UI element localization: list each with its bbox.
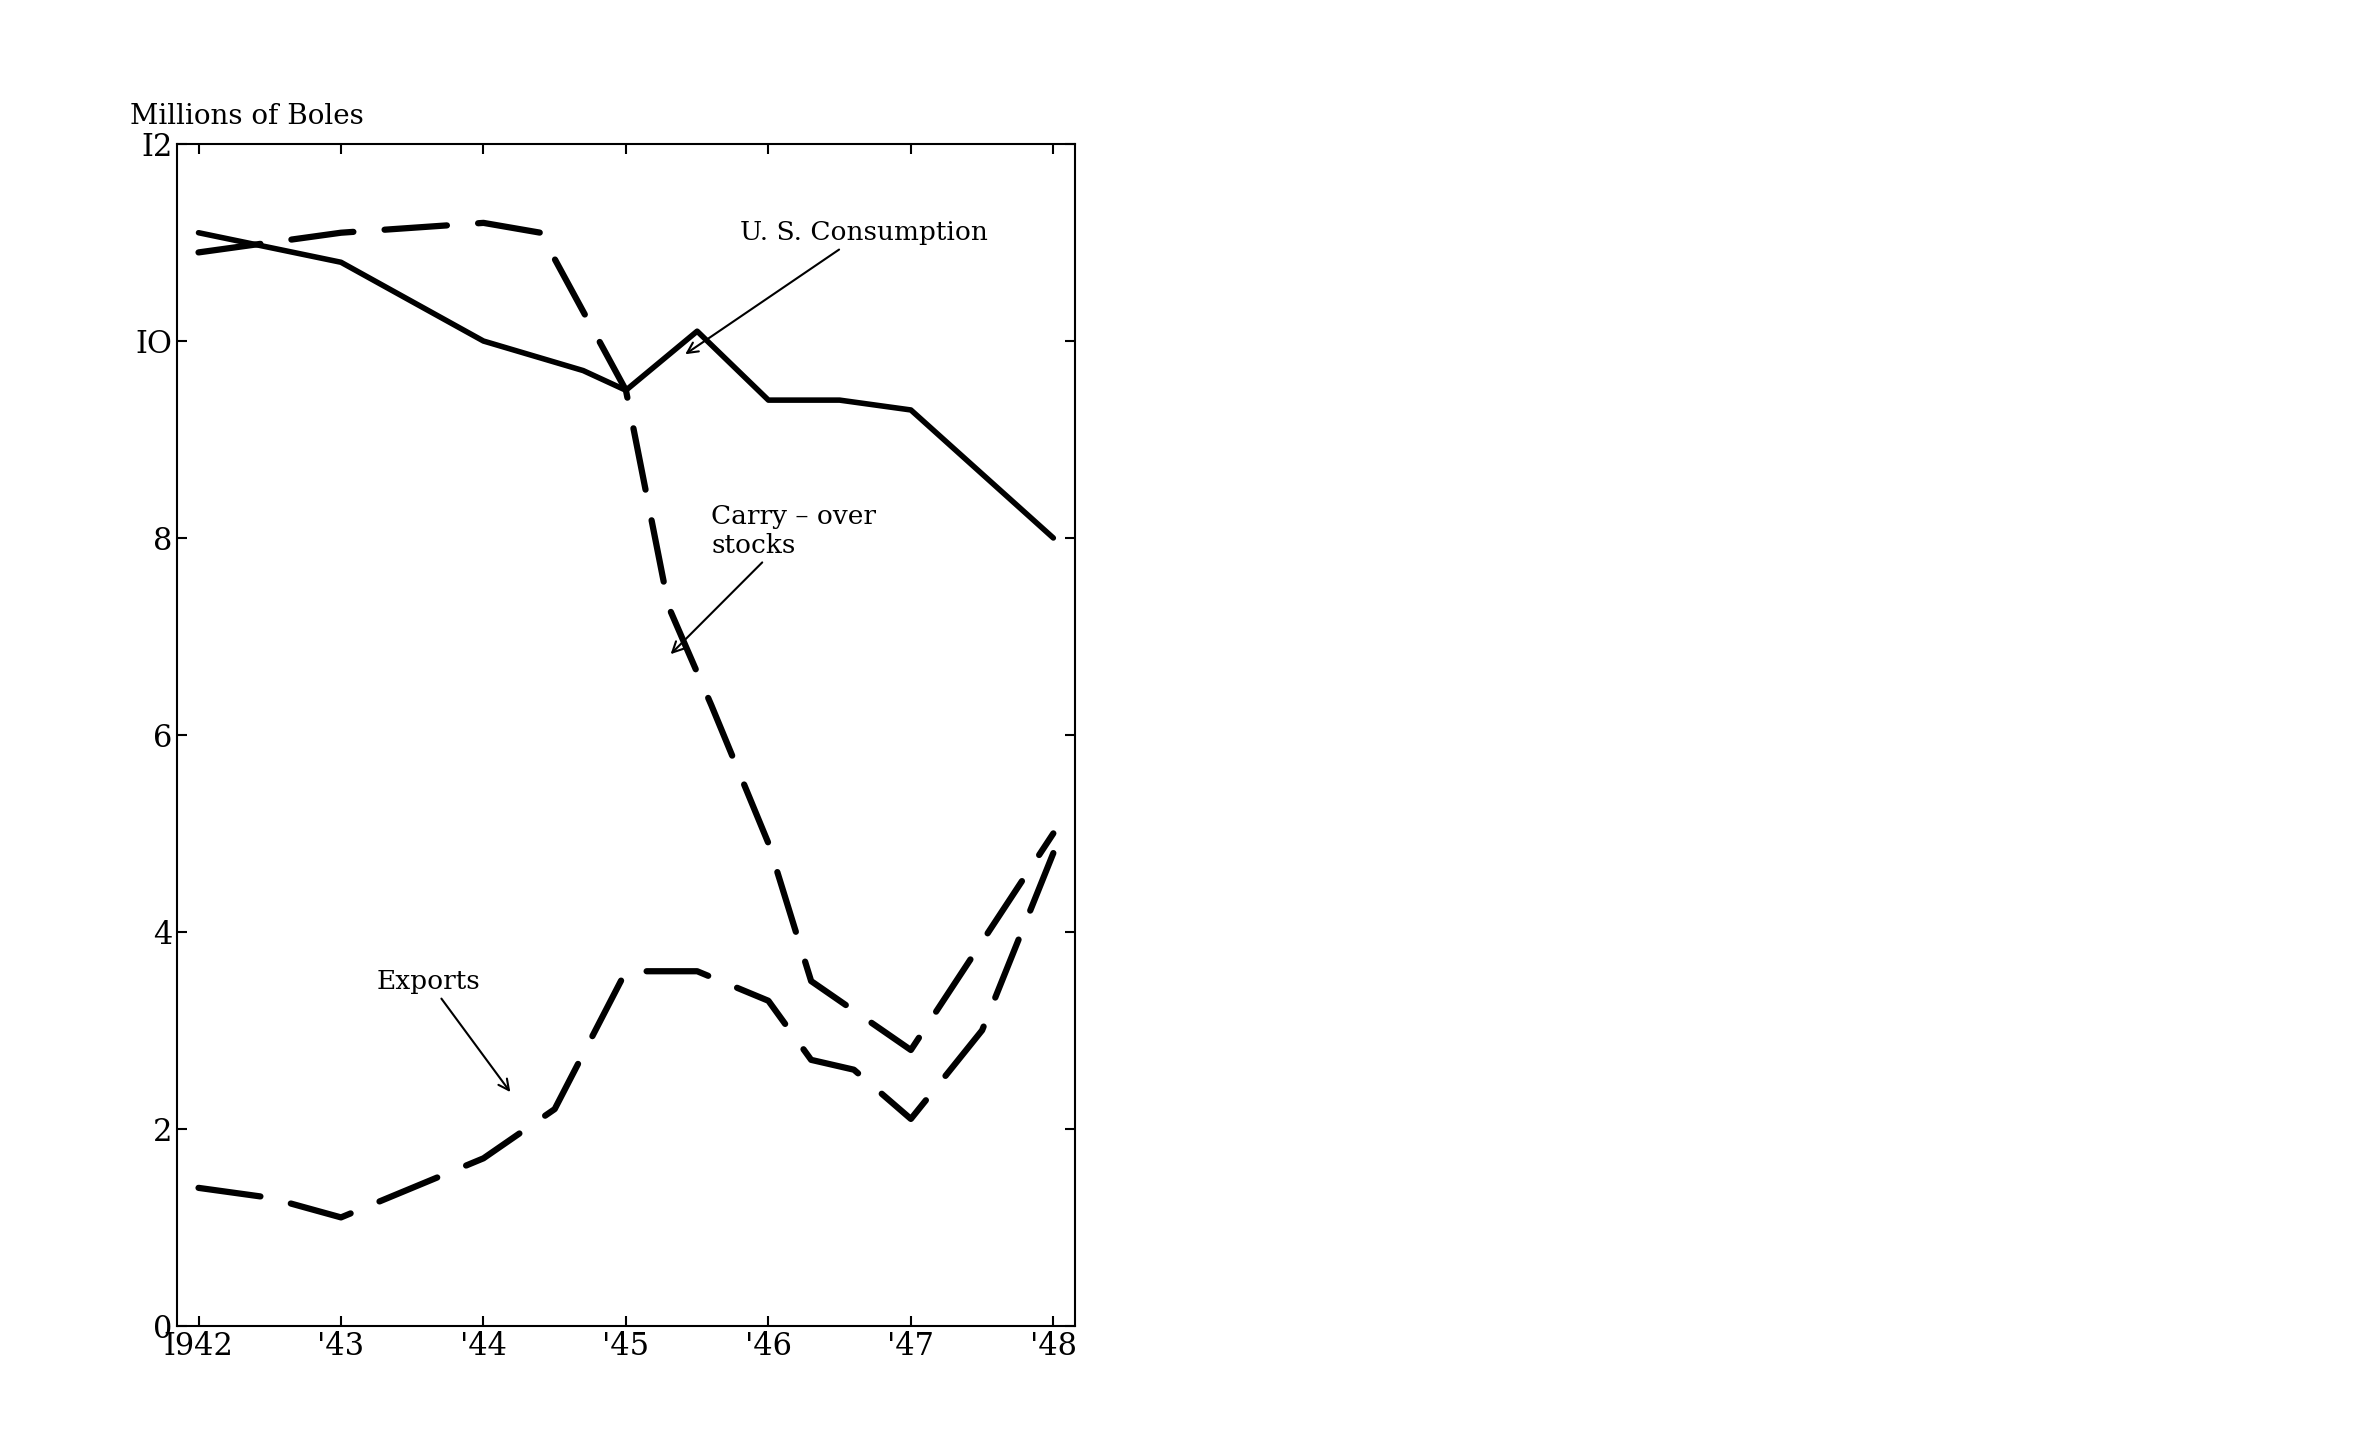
Text: Exports: Exports [376, 968, 508, 1091]
Text: Carry – over
stocks: Carry – over stocks [673, 504, 876, 653]
Text: Millions of Boles: Millions of Boles [130, 102, 364, 130]
Text: U. S. Consumption: U. S. Consumption [687, 220, 987, 353]
